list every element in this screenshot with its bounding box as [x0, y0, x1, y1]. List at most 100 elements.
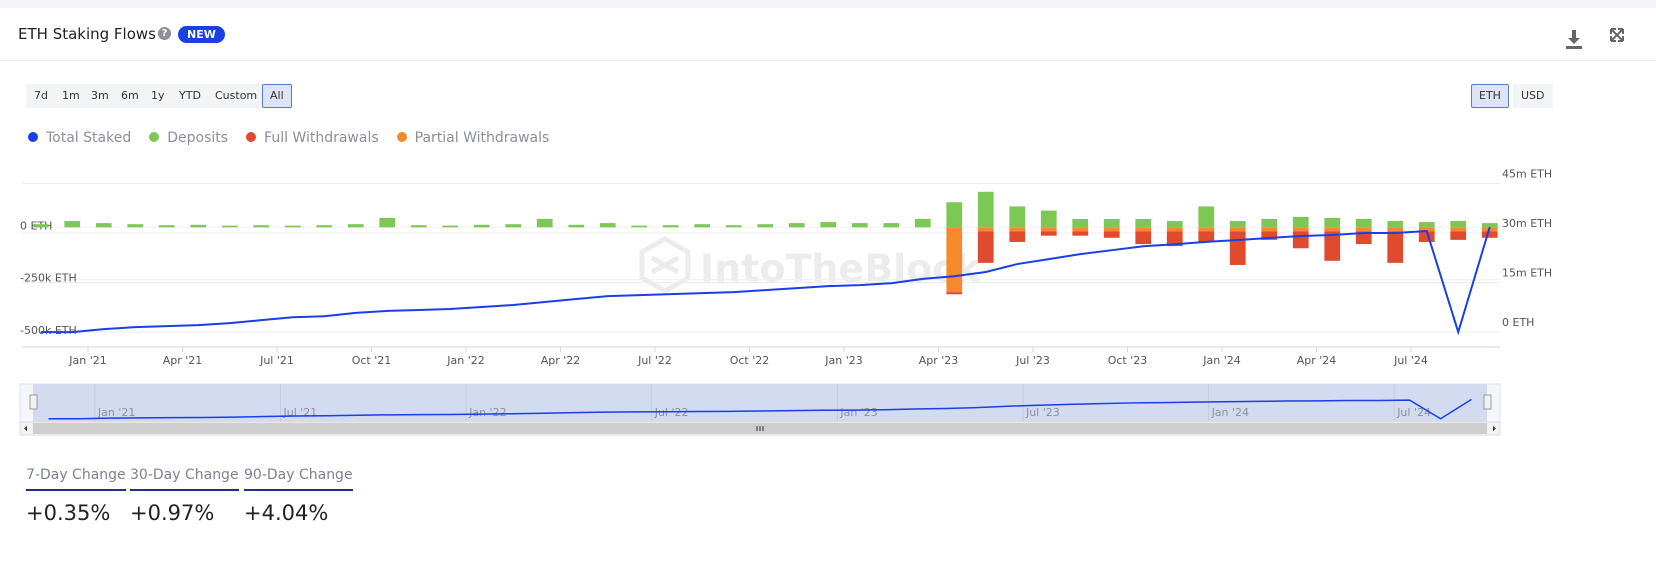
bar	[1103, 227, 1120, 232]
x-tick-label: Jan '22	[446, 354, 484, 367]
bar	[599, 223, 616, 228]
help-icon[interactable]: ?	[158, 27, 171, 40]
bar	[1324, 217, 1341, 228]
title: ETH Staking Flows	[18, 25, 156, 43]
scroll-grip	[756, 426, 764, 431]
bar	[946, 202, 963, 228]
bar	[1418, 231, 1435, 242]
navigator-label: Jul '22	[654, 406, 689, 419]
bar	[1009, 231, 1026, 242]
legend-item[interactable]: Full Withdrawals	[246, 130, 379, 146]
navigator-handle[interactable]	[29, 394, 38, 410]
x-tick-label: Jul '21	[259, 354, 294, 367]
bar	[253, 225, 270, 228]
download-icon[interactable]	[1566, 30, 1582, 49]
legend-item[interactable]: Partial Withdrawals	[396, 130, 550, 146]
bar	[1355, 231, 1372, 245]
unit-button[interactable]: ETH	[1471, 84, 1509, 108]
navigator-line	[48, 398, 1472, 420]
bar	[1292, 227, 1309, 232]
navigator-label: Jul '21	[282, 406, 317, 419]
legend-label: Partial Withdrawals	[414, 130, 550, 146]
bar	[631, 225, 648, 228]
bar	[1135, 231, 1152, 245]
bar	[127, 224, 144, 228]
bar	[1450, 227, 1467, 232]
bar	[662, 225, 679, 228]
bar	[914, 218, 931, 228]
navigator-handle[interactable]	[1483, 394, 1492, 410]
bar	[1387, 231, 1404, 263]
bar	[725, 225, 742, 228]
legend-label: Deposits	[167, 130, 229, 146]
bar	[757, 224, 774, 228]
x-tick-label: Jan '24	[1202, 354, 1240, 367]
legend-item[interactable]: Total Staked	[28, 130, 131, 146]
bar	[1387, 221, 1404, 228]
bar	[64, 221, 81, 228]
bar	[1481, 223, 1498, 228]
bar	[158, 225, 175, 228]
bar	[284, 225, 301, 228]
bar	[1166, 227, 1183, 232]
bar	[883, 223, 900, 228]
unit-button[interactable]: USD	[1513, 84, 1553, 108]
stat: 7-Day Change +0.35%	[26, 467, 126, 525]
bar	[95, 223, 112, 228]
bar	[946, 292, 963, 295]
bar	[1261, 227, 1278, 232]
range-button[interactable]: All	[262, 84, 292, 108]
bar	[977, 191, 994, 228]
range-button[interactable]: 7d	[26, 84, 56, 108]
y2-tick-label: 0 ETH	[1502, 316, 1534, 329]
range-button[interactable]: YTD	[171, 84, 209, 108]
bar	[1481, 231, 1498, 238]
bar	[1103, 231, 1120, 238]
x-tick-label: Jul '24	[1393, 354, 1428, 367]
legend-swatch	[396, 132, 407, 142]
bar	[977, 227, 994, 232]
bar	[1198, 227, 1215, 232]
header-icons	[1566, 28, 1624, 49]
bar	[1292, 231, 1309, 249]
stat: 90-Day Change +4.04%	[244, 467, 353, 525]
bar	[977, 231, 994, 263]
bar	[1229, 231, 1246, 265]
navigator-label: Jan '24	[1211, 406, 1249, 419]
bar	[1324, 231, 1341, 261]
x-tick-label: Apr '21	[163, 354, 203, 367]
y2-tick-label: 30m ETH	[1502, 217, 1552, 230]
legend-item[interactable]: Deposits	[149, 130, 228, 146]
bar	[788, 223, 805, 228]
x-tick-label: Oct '23	[1108, 354, 1148, 367]
stat-value: +4.04%	[244, 501, 329, 525]
bar	[1324, 227, 1341, 232]
bar	[1198, 206, 1215, 228]
bar	[1261, 231, 1278, 240]
bar	[1166, 231, 1183, 247]
navigator-label: Jan '21	[97, 406, 135, 419]
bar	[347, 224, 364, 228]
x-tick-label: Jul '23	[1015, 354, 1050, 367]
navigator-label: Jan '22	[468, 406, 506, 419]
stat: 30-Day Change +0.97%	[130, 467, 239, 525]
y2-tick-label: 45m ETH	[1502, 167, 1552, 180]
bar	[1450, 231, 1467, 240]
bar	[1355, 227, 1372, 232]
x-tick-label: Oct '22	[730, 354, 770, 367]
stat-value: +0.97%	[130, 501, 215, 525]
card: ETH Staking Flows ? NEW 7d 1m 3m 6m 1y YTD Cus…	[0, 8, 1656, 577]
range-button[interactable]: 1y	[143, 84, 173, 108]
bar	[536, 218, 553, 228]
navigator-label: Jul '23	[1025, 406, 1060, 419]
range-button[interactable]: 3m	[83, 84, 117, 108]
x-tick-label: Apr '22	[541, 354, 581, 367]
range-button[interactable]: Custom	[207, 84, 266, 108]
fullscreen-icon[interactable]	[1610, 28, 1624, 42]
bar	[1418, 222, 1435, 228]
bar	[1355, 218, 1372, 228]
bar	[1135, 227, 1152, 232]
bar	[442, 225, 459, 228]
bar	[1072, 231, 1089, 236]
stat-value: +0.35%	[26, 501, 111, 525]
